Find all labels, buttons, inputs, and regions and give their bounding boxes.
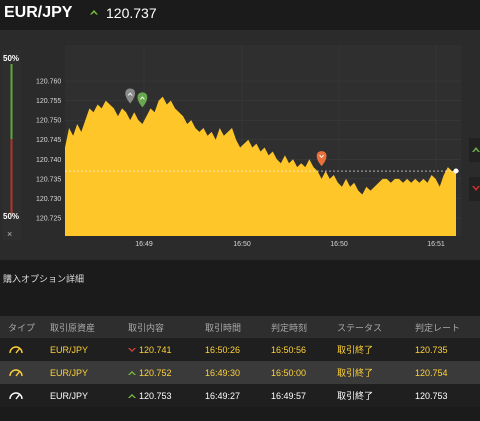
up-arrow-icon: [128, 394, 136, 399]
side-tab-up[interactable]: [469, 138, 480, 162]
sentiment-meter: [2, 50, 21, 240]
status-cell: 取引終了: [337, 361, 415, 384]
put-meter-bar: [10, 139, 13, 214]
call-meter-bar: [10, 64, 13, 139]
col-type: タイプ: [0, 316, 50, 338]
table-row[interactable]: EUR/JPY 120.741 16:50:26 16:50:56 取引終了 1…: [0, 338, 480, 361]
side-tab-down[interactable]: [469, 177, 480, 201]
x-tick-label: 16:51: [427, 241, 445, 248]
asset-cell: EUR/JPY: [50, 384, 128, 407]
x-tick-label: 16:50: [233, 241, 251, 248]
rate-cell: 120.754: [415, 361, 480, 384]
gauge-icon: [9, 345, 23, 353]
details-title: 購入オプション詳細: [3, 274, 85, 284]
asset-cell: EUR/JPY: [50, 361, 128, 384]
close-icon[interactable]: ×: [7, 229, 13, 239]
y-tick-label: 120.735: [36, 176, 61, 183]
judge-time-cell: 16:49:57: [271, 384, 337, 407]
col-content: 取引内容: [128, 316, 205, 338]
x-tick-label: 16:49: [135, 241, 153, 248]
down-arrow-icon: [472, 186, 480, 191]
details-section: [0, 260, 480, 295]
up-arrow-icon: [472, 147, 480, 152]
y-tick-label: 120.750: [36, 118, 61, 125]
down-marker-orange: [316, 151, 327, 167]
y-tick-label: 120.740: [36, 157, 61, 164]
asset-pair-title: EUR/JPY: [4, 4, 73, 21]
price-area: [65, 96, 456, 236]
down-arrow-icon: [128, 348, 136, 353]
current-price-dot: [453, 168, 459, 174]
price-chart[interactable]: 120.760 120.755 120.750 120.745 120.740 120.7…: [0, 30, 480, 260]
up-marker-gray: [125, 88, 136, 104]
judge-time-cell: 16:50:00: [271, 361, 337, 384]
col-trade-time: 取引時間: [205, 316, 271, 338]
call-percent: 50%: [3, 54, 20, 63]
trade-time-cell: 16:50:26: [205, 338, 271, 361]
trade-time-cell: 16:49:30: [205, 361, 271, 384]
col-asset: 取引原資産: [50, 316, 128, 338]
judge-time-cell: 16:50:56: [271, 338, 337, 361]
sentiment-meter-bar: [10, 64, 13, 214]
up-arrow-icon: [128, 371, 136, 376]
content-value: 120.753: [139, 390, 172, 401]
gauge-icon: [9, 391, 23, 399]
rate-cell: 120.735: [415, 338, 480, 361]
up-arrow-icon: [139, 96, 145, 100]
down-arrow-icon: [318, 155, 325, 159]
up-marker-green: [137, 92, 148, 108]
content-value: 120.752: [139, 367, 172, 378]
status-cell: 取引終了: [337, 384, 415, 407]
put-percent: 50%: [3, 212, 20, 221]
status-cell: 取引終了: [337, 338, 415, 361]
rate-cell: 120.753: [415, 384, 480, 407]
y-tick-label: 120.725: [36, 216, 61, 223]
up-arrow-icon: [90, 10, 98, 15]
y-tick-label: 120.760: [36, 79, 61, 86]
y-tick-label: 120.730: [36, 196, 61, 203]
up-arrow-icon: [127, 92, 133, 96]
col-rate: 判定レート: [415, 316, 480, 338]
asset-cell: EUR/JPY: [50, 338, 128, 361]
table-row[interactable]: EUR/JPY 120.753 16:49:27 16:49:57 取引終了 1…: [0, 384, 480, 407]
table-header-row: タイプ 取引原資産 取引内容 取引時間 判定時刻 ステータス 判定レート: [0, 316, 480, 338]
current-price: 120.737: [106, 5, 157, 21]
y-tick-label: 120.755: [36, 98, 61, 105]
trade-time-cell: 16:49:27: [205, 384, 271, 407]
gauge-icon: [9, 368, 23, 376]
table-row[interactable]: EUR/JPY 120.752 16:49:30 16:50:00 取引終了 1…: [0, 361, 480, 384]
header-bar: [0, 0, 480, 30]
content-value: 120.741: [139, 344, 172, 355]
x-tick-label: 16:50: [330, 241, 348, 248]
col-judge-time: 判定時刻: [271, 316, 337, 338]
orders-table: タイプ 取引原資産 取引内容 取引時間 判定時刻 ステータス 判定レート EUR…: [0, 316, 480, 407]
col-status: ステータス: [337, 316, 415, 338]
y-tick-label: 120.745: [36, 137, 61, 144]
